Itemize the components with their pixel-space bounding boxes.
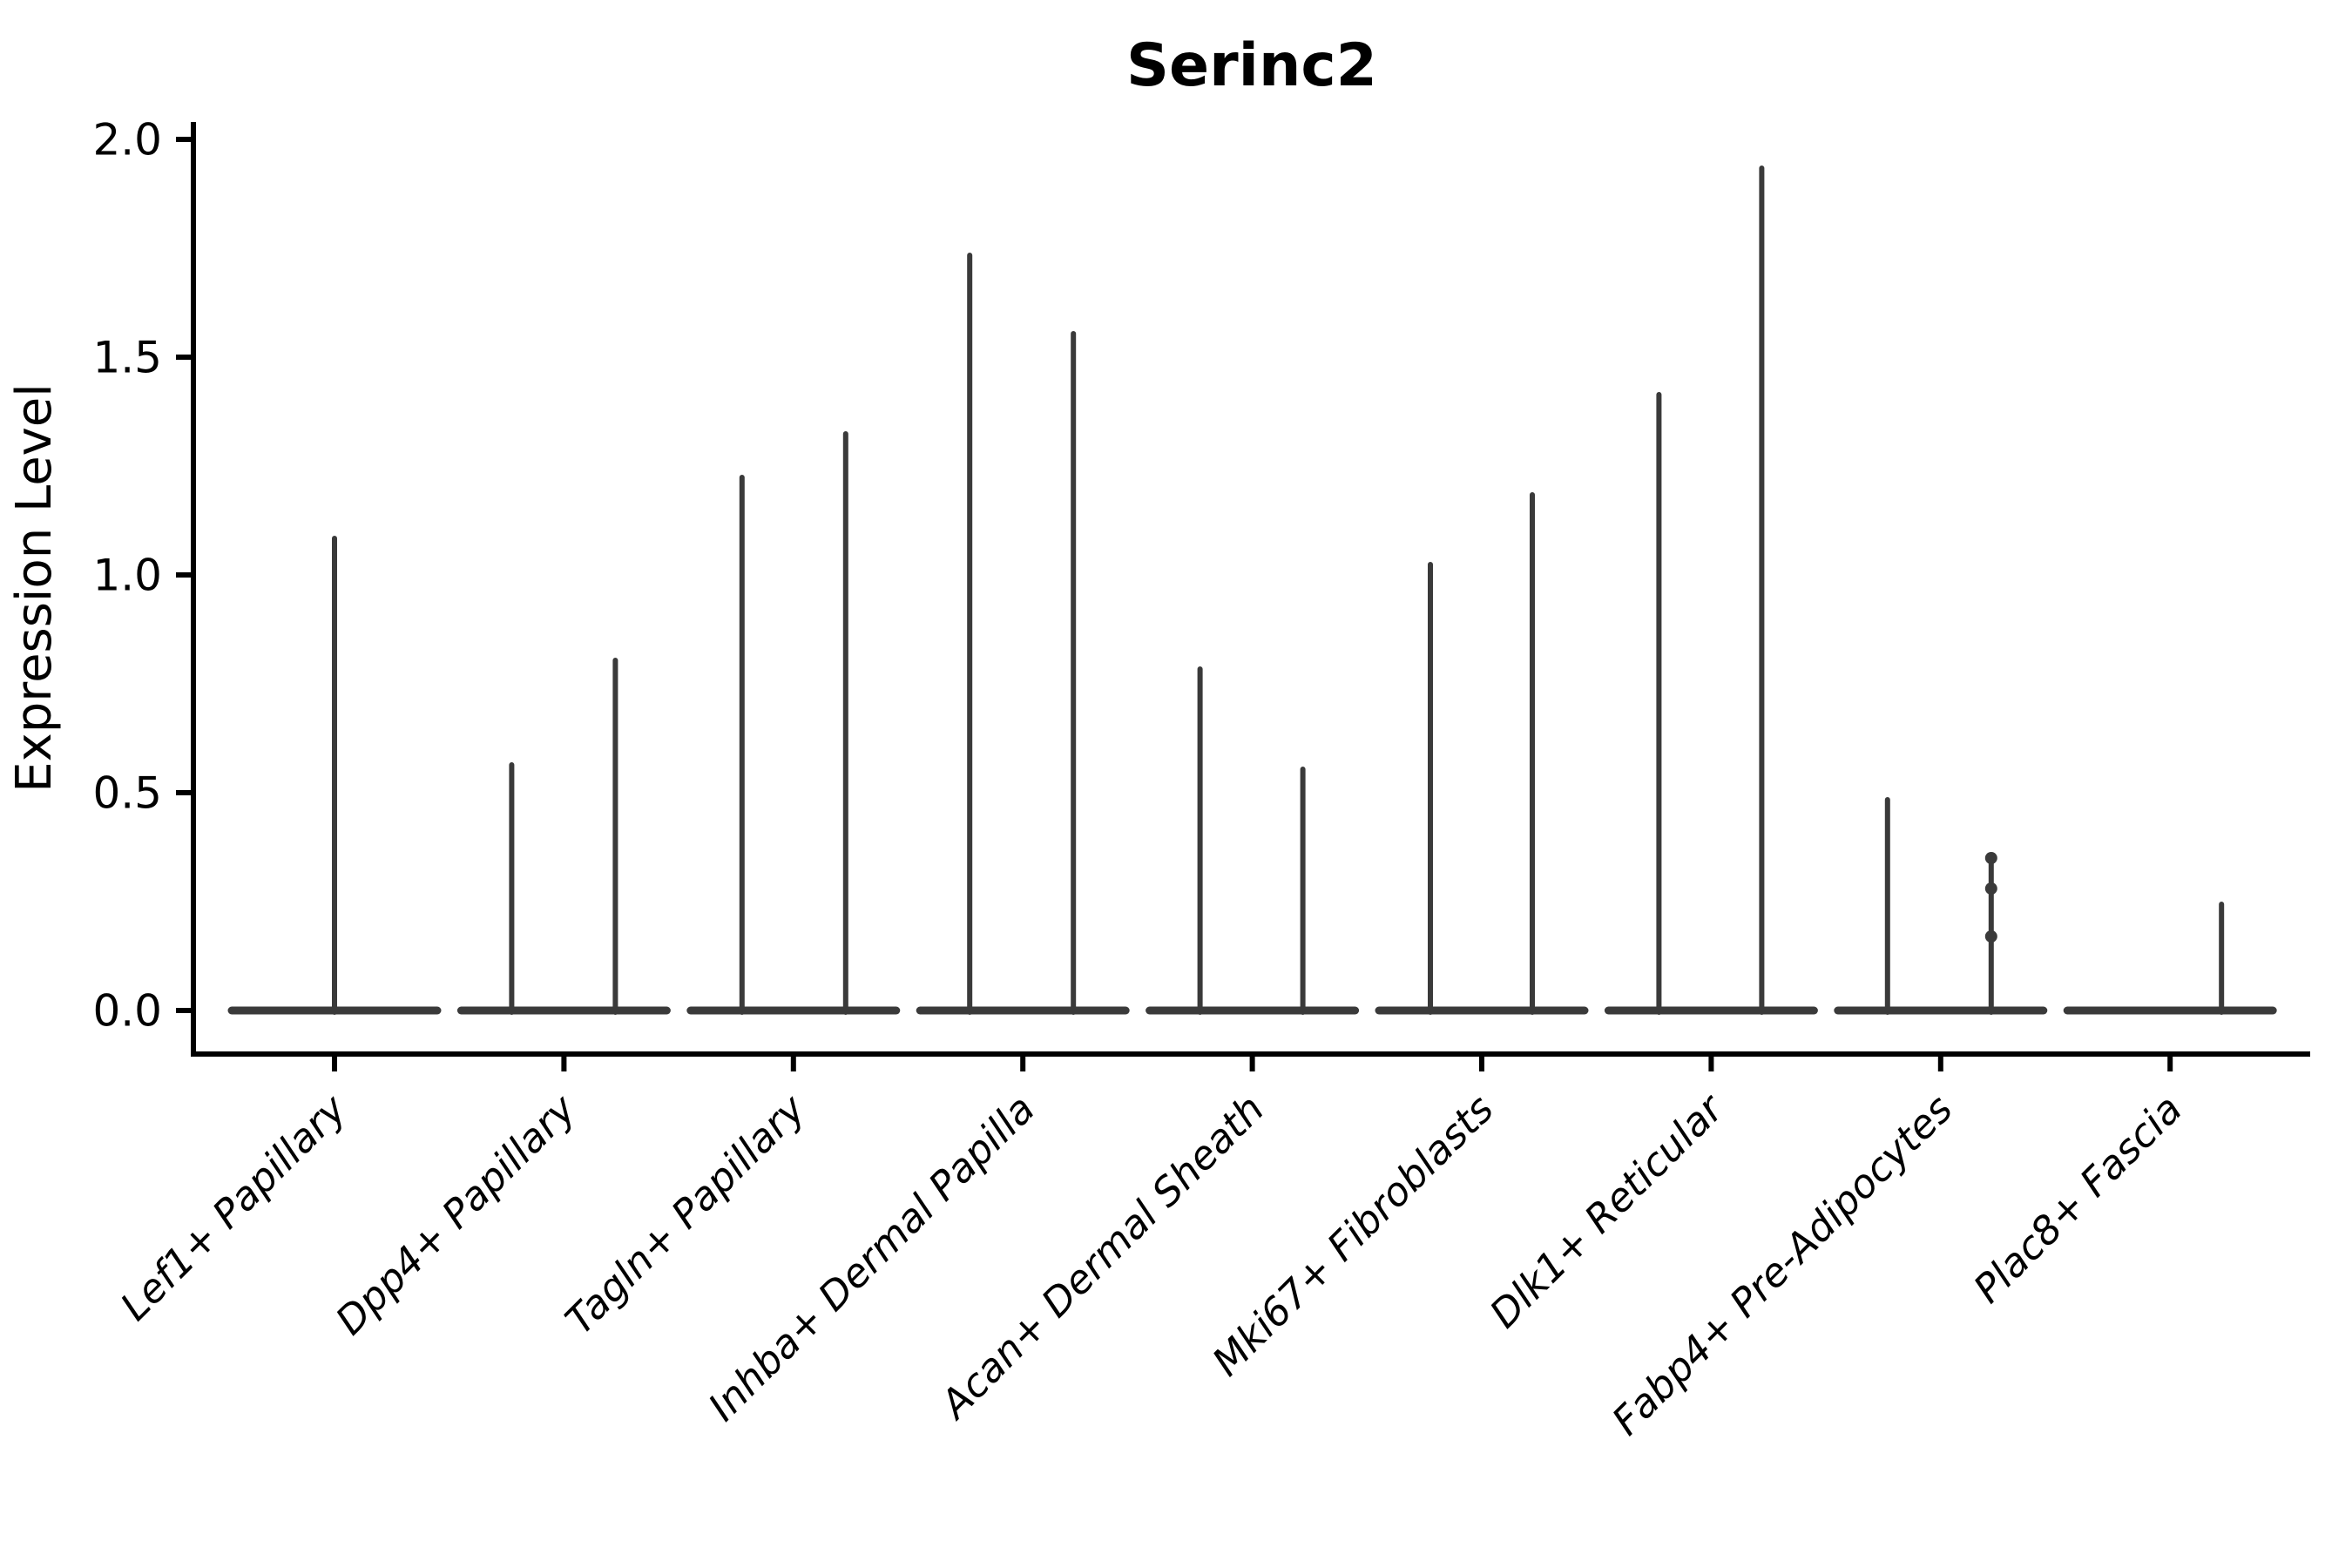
- chart-title: Serinc2: [1126, 31, 1377, 100]
- y-tick-label: 0.0: [92, 986, 162, 1037]
- y-tick-label: 1.5: [92, 333, 162, 383]
- y-axis-label: Expression Level: [6, 383, 63, 793]
- data-point-dot: [1984, 882, 1997, 895]
- x-tick-label: Dpp4+ Papillary: [327, 1085, 585, 1343]
- data-point-dot: [1984, 930, 1997, 943]
- x-tick-label: Lef1+ Papillary: [112, 1085, 356, 1329]
- axes: 0.0 0.5 1.0 1.5 2.0: [92, 115, 2310, 1071]
- y-tick-label: 2.0: [92, 115, 162, 166]
- x-tick-label: Dlk1+ Reticular: [1481, 1085, 1734, 1337]
- x-tick-label: Tagln+ Papillary: [557, 1085, 815, 1343]
- y-tick-label: 1.0: [92, 551, 162, 601]
- y-tick-label: 0.5: [92, 768, 162, 819]
- x-tick-label: Plac8+ Fascia: [1964, 1085, 2191, 1312]
- data-point-dot: [1984, 852, 1997, 864]
- violins-layer: [227, 166, 2277, 1015]
